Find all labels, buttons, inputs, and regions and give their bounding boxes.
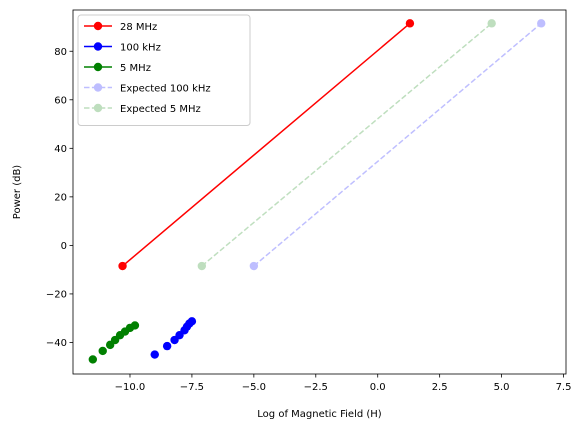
legend-item [84, 62, 112, 72]
x-axis-label: Log of Magnetic Field (H) [257, 409, 382, 420]
legend-item [84, 21, 112, 31]
y-axis-label: Power (dB) [12, 165, 23, 220]
data-point [249, 261, 259, 271]
legend-item [84, 103, 112, 113]
x-tick-label: 0.0 [370, 382, 386, 393]
legend: 28 MHz 100 kHz 5 MHz Expected 100 kHz Expect… [77, 14, 251, 126]
x-tick-label: 2.5 [432, 382, 448, 393]
series-5-mhz [88, 321, 140, 364]
legend-label: 100 kHz [120, 43, 161, 54]
data-point [118, 261, 127, 271]
plot-frame [72, 9, 567, 375]
y-tick-label: −20 [46, 289, 67, 300]
data-point [197, 261, 207, 271]
x-tick-label: 5.0 [494, 382, 510, 393]
series-expected-100-khz [249, 19, 546, 271]
legend-marker [93, 42, 103, 51]
legend-label: Expected 100 kHz [120, 84, 211, 95]
series-28-mhz [118, 19, 415, 271]
legend-marker [93, 83, 103, 92]
x-tick-label: 7.5 [556, 382, 572, 393]
legend-marker [93, 21, 103, 31]
data-point [150, 350, 159, 359]
legend-marker [93, 103, 103, 113]
y-tick-label: 20 [54, 192, 67, 203]
data-point [405, 19, 415, 28]
y-tick-label: −40 [46, 338, 67, 349]
data-point [487, 19, 496, 28]
legend-marker [93, 62, 103, 72]
x-tick-label: −2.5 [304, 382, 328, 393]
legend-label: Expected 5 MHz [120, 104, 201, 115]
legend-item [84, 42, 112, 51]
x-tick-label: −10.0 [115, 382, 146, 393]
legend-box [77, 14, 251, 126]
x-axis: −10.0 −7.5 −5.0 −2.5 0.0 2.5 5.0 7.5 [115, 374, 572, 393]
y-tick-label: 80 [54, 47, 67, 58]
data-point [162, 341, 172, 351]
data-point [187, 317, 197, 326]
series-line [253, 22, 542, 267]
series-100-khz [150, 317, 197, 359]
x-tick-label: −7.5 [180, 382, 204, 393]
x-tick-label: −5.0 [242, 382, 266, 393]
data-point [130, 321, 140, 330]
series-line [122, 22, 411, 267]
data-point [537, 19, 546, 28]
y-tick-label: 0 [61, 241, 67, 252]
data-point [88, 355, 98, 364]
data-point [98, 346, 107, 356]
y-tick-label: 40 [54, 144, 67, 155]
series-expected-5-mhz [197, 19, 496, 271]
legend-label: 5 MHz [120, 63, 151, 74]
series-layer [88, 19, 546, 364]
y-axis: −40 −20 0 20 40 60 80 [46, 47, 73, 349]
y-tick-label: 60 [54, 95, 67, 106]
legend-item [84, 83, 112, 92]
legend-label: 28 MHz [120, 22, 157, 33]
